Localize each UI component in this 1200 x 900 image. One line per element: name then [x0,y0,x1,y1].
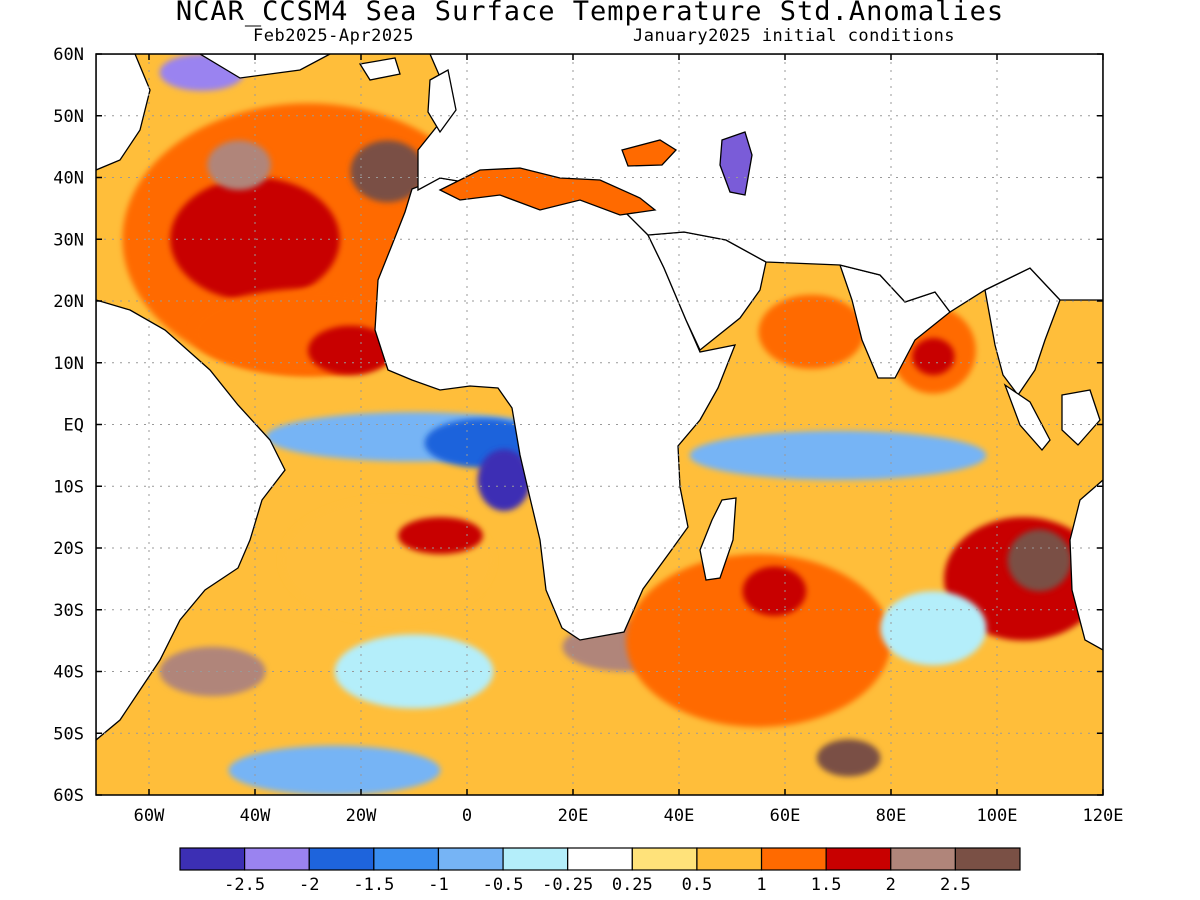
colorbar-label: -1 [428,875,448,895]
colorbar-label: -2 [299,875,319,895]
colorbar-label: -1.5 [353,875,394,895]
anomaly-region-south-indian-peak [816,739,881,777]
colorbar [179,847,1021,871]
colorbar-swatch [825,847,892,871]
lon-label: 40E [664,806,695,826]
anomaly-region-argentina-warm [159,646,266,697]
colorbar-label: 1 [756,875,766,895]
map-title: NCAR_CCSM4 Sea Surface Temperature Std.A… [175,0,1005,27]
anomaly-region-south-atlantic-warm [281,498,494,623]
americas-land [96,54,286,741]
lat-label: 30S [53,601,84,621]
lon-label: 60W [134,806,165,826]
lon-label: 20E [558,806,589,826]
longitude-labels: 60W 40W 20W 0 20E 40E 60E 80E 100E 120E [134,806,1124,826]
lon-label: 80E [876,806,907,826]
colorbar-label: 2 [886,875,896,895]
lat-label: 60N [53,45,84,65]
lat-label: 60S [53,786,84,806]
anomaly-region-mascarene-core [742,566,807,616]
initial-conditions: January2025 initial conditions [633,26,956,46]
australia-land [1069,479,1103,651]
colorbar-swatch [696,847,763,871]
anomaly-region-south-atlantic-core [398,517,483,555]
colorbar-label: -0.25 [542,875,593,895]
greenland-land [198,54,331,79]
anomaly-region-south-central-indian-cold [880,591,987,666]
lat-label: 10N [53,354,84,374]
lat-label: EQ [64,416,84,436]
lat-label: 10S [53,477,84,497]
colorbar-swatch [308,847,375,871]
lat-label: 50S [53,724,84,744]
black-sea [621,139,678,167]
lat-label: 50N [53,107,84,127]
lat-label: 20N [53,292,84,312]
colorbar-label: -2.5 [224,875,265,895]
colorbar-swatch [437,847,504,871]
borneo-land [1061,389,1101,446]
forecast-period: Feb2025-Apr2025 [253,26,415,46]
iceland-land [358,57,401,81]
colorbar-swatch [890,847,956,871]
colorbar-label: 0.5 [682,875,713,895]
caspian-sea [719,131,753,196]
latitude-labels: 60N 50N 40N 30N 20N 10N EQ 10S 20S 30S 40S 50S 60S [53,45,84,806]
anomaly-region-gulf-stream-peak [207,140,271,190]
eurasia-land [417,54,1103,313]
colorbar-swatch [179,847,246,871]
colorbar-swatch [631,847,698,871]
lat-label: 40S [53,663,84,683]
anomaly-region-angola-cold [477,449,531,511]
colorbar-label: 0.25 [612,875,653,895]
anomaly-region-south-atlantic-cold-patch [334,634,494,709]
colorbar-swatch [760,847,827,871]
anomaly-region-bay-of-bengal-core [912,338,955,376]
lon-label: 0 [462,806,472,826]
anomaly-region-arabian-sea-warm [758,294,865,369]
colorbar-label: 2.5 [940,875,971,895]
anomaly-region-north-atlantic-peak [350,140,425,203]
landmasses [96,54,1103,741]
lon-label: 60E [770,806,801,826]
anomaly-region-southern-ocean-cold [228,745,441,795]
colorbar-swatch [502,847,569,871]
lat-lon-grid [96,54,1103,795]
anomaly-region-west-australia-peak [1007,529,1072,592]
colorbar-labels: -2.5 -2 -1.5 -1 -0.5 -0.25 0.25 0.5 1 1.5 2 2.5 [224,875,971,895]
colorbar-swatch [954,847,1021,871]
colorbar-swatch [567,847,633,871]
sumatra-land [1003,383,1051,452]
anomaly-region-equatorial-indian-cold [689,430,987,481]
mediterranean-sea [438,167,657,216]
lon-label: 40W [240,806,271,826]
lon-label: 20W [346,806,377,826]
britain-land [427,68,457,134]
madagascar-land [699,497,737,581]
colorbar-label: -0.5 [483,875,524,895]
colorbar-swatch [244,847,310,871]
lon-label: 120E [1083,806,1124,826]
lat-label: 40N [53,169,84,189]
lat-label: 20S [53,539,84,559]
colorbar-label: 1.5 [811,875,842,895]
lon-label: 100E [977,806,1018,826]
lat-label: 30N [53,230,84,250]
colorbar-swatch [373,847,440,871]
axis-ticks [96,53,1104,796]
anomaly-region-south-indian-warm [626,554,891,728]
